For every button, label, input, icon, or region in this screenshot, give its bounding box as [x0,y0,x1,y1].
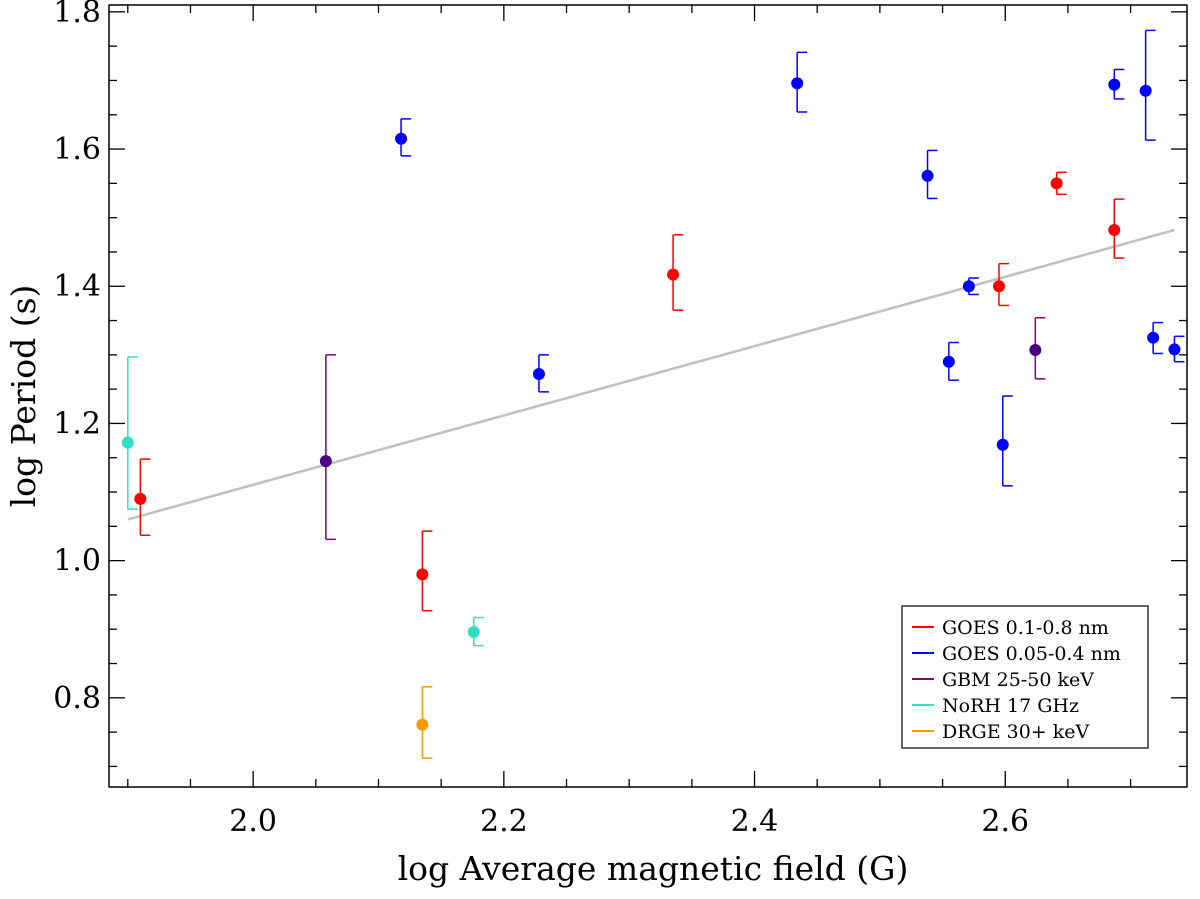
data-point [1147,331,1160,344]
legend-label: GBM 25-50 keV [942,669,1094,691]
data-point [962,280,975,293]
data-point [1108,78,1121,91]
series-group [416,686,433,759]
legend-label: GOES 0.1-0.8 nm [942,617,1109,639]
data-points-layer [121,29,1185,759]
data-point [134,492,147,505]
data-point [942,355,955,368]
data-point [996,438,1009,451]
series-group [395,29,1185,487]
x-axis-label: log Average magnetic field (G) [398,849,909,888]
data-point [992,280,1005,293]
series-group [121,356,484,647]
fit-line-layer [127,228,1175,521]
data-point [791,77,804,90]
y-tick-label: 1.4 [53,269,101,304]
y-tick-label: 1.0 [53,544,101,579]
fit-line [127,228,1175,521]
legend-box [901,605,1149,749]
data-point [319,455,332,468]
data-point [1139,84,1152,97]
series-group [134,171,1125,612]
data-point [121,436,134,449]
data-point [921,169,934,182]
data-point [1029,344,1042,357]
data-point [532,368,545,381]
x-tick-label: 2.2 [480,804,528,839]
data-point [667,268,680,281]
legend-label: GOES 0.05-0.4 nm [942,643,1121,665]
axis-ticks: 2.0 2.2 2.4 2.6 0.8 1.0 1.2 1.4 1.6 1.8 [53,0,1187,839]
data-point [1168,343,1181,356]
legend-label: NoRH 17 GHz [942,695,1079,717]
data-point [416,568,429,581]
y-tick-label: 0.8 [53,681,101,716]
y-tick-label: 1.2 [53,406,101,441]
plot-frame [108,4,1188,788]
y-tick-label: 1.8 [53,0,101,30]
x-tick-label: 2.6 [981,804,1029,839]
y-axis-label: log Period (s) [4,285,43,508]
legend-label: DRGE 30+ keV [942,721,1090,743]
data-point [467,625,480,638]
data-point [1050,177,1063,190]
x-tick-label: 2.4 [731,804,779,839]
legend: GOES 0.1-0.8 nm GOES 0.05-0.4 nm GBM 25-50… [901,605,1149,749]
series-group [319,317,1046,541]
data-point [395,132,408,145]
y-tick-label: 1.6 [53,132,101,167]
x-tick-label: 2.0 [229,804,277,839]
data-point [416,718,429,731]
data-point [1108,223,1121,236]
